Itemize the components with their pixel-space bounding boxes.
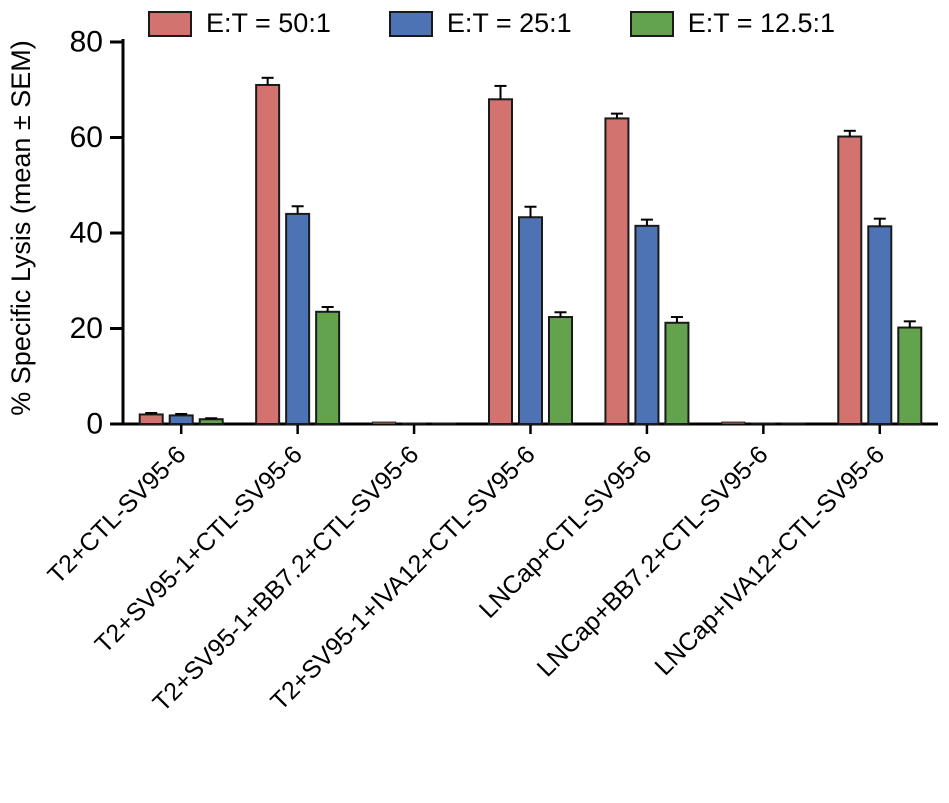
- bar: [548, 316, 573, 426]
- y-tick-label: 20: [70, 312, 103, 345]
- bar: [168, 414, 194, 425]
- bar: [432, 422, 457, 425]
- y-tick-label: 80: [70, 26, 103, 59]
- bar: [285, 212, 311, 425]
- bar: [488, 98, 513, 426]
- bar: [518, 216, 543, 425]
- bar: [837, 135, 863, 425]
- legend-item-et-50-1: E:T = 50:1: [148, 8, 331, 39]
- legend-item-et-25-1: E:T = 25:1: [388, 8, 572, 39]
- bar: [372, 421, 397, 425]
- legend-label-et-25-1: E:T = 25:1: [446, 8, 572, 38]
- bar: [781, 422, 806, 425]
- legend-label-et-12-5-1: E:T = 12.5:1: [687, 8, 836, 38]
- y-tick-label: 40: [70, 217, 103, 250]
- bar: [634, 224, 660, 425]
- legend: E:T = 50:1 E:T = 25:1 E:T = 12.5:1: [148, 8, 835, 39]
- bar: [721, 421, 746, 425]
- legend-item-et-12-5-1: E:T = 12.5:1: [629, 8, 836, 39]
- y-axis-title: % Specific Lysis (mean ± SEM): [6, 40, 36, 416]
- legend-swatch-icon-et-50-1: [148, 10, 192, 37]
- legend-swatch-icon-et-12-5-1: [629, 10, 674, 37]
- category-label: T2+SV95-1+CTL-SV95-6: [90, 440, 308, 658]
- y-tick-label: 0: [86, 408, 103, 441]
- bar: [198, 418, 224, 426]
- bar: [664, 321, 690, 425]
- bar: [897, 326, 923, 426]
- bar: [402, 422, 427, 425]
- category-label: LNCap+BB7.2+CTL-SV95-6: [532, 440, 774, 682]
- legend-label-et-50-1: E:T = 50:1: [206, 8, 331, 38]
- bar: [315, 310, 341, 426]
- bar: [867, 225, 893, 425]
- bar: [604, 117, 630, 426]
- bar: [751, 422, 776, 425]
- bar: [138, 413, 164, 426]
- y-tick-label: 60: [70, 121, 103, 154]
- bar: [255, 83, 281, 425]
- legend-swatch-icon-et-25-1: [388, 10, 433, 37]
- category-label: LNCap+IVA12+CTL-SV95-6: [649, 440, 890, 681]
